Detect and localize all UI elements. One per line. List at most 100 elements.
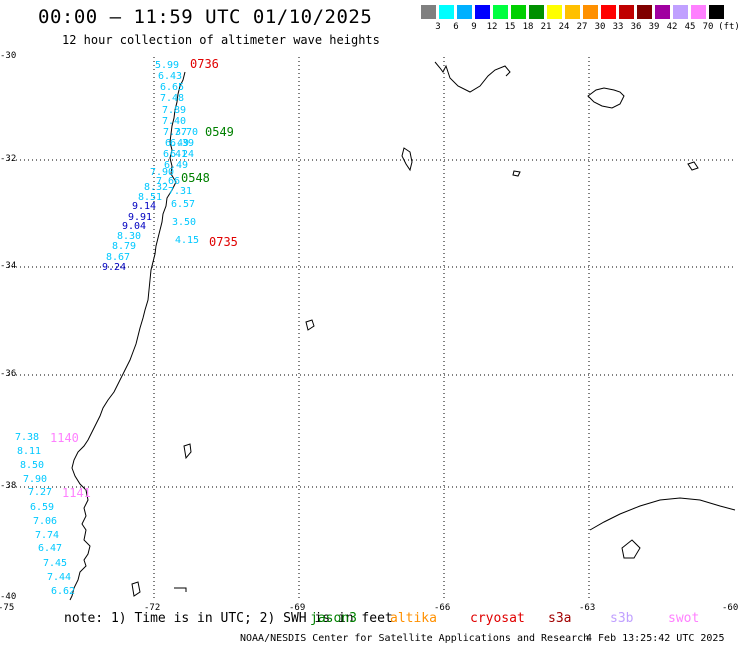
island — [621, 539, 641, 559]
wave-height-value: 8.50 — [20, 460, 45, 471]
legend-level: 42 — [666, 22, 678, 32]
wave-height-value: 7.90 — [23, 474, 48, 485]
lon-label: -60 — [722, 603, 739, 613]
wave-height-value: 6.65 — [160, 82, 185, 93]
legend-level: 9 — [471, 22, 477, 32]
legend-level: 33 — [612, 22, 624, 32]
wave-height-value: 6.62 — [51, 586, 76, 597]
legend-swatch — [637, 5, 652, 19]
legend-swatch — [457, 5, 472, 19]
island — [305, 319, 315, 331]
wave-height-value: 9.24 — [102, 262, 127, 273]
coastline-east — [587, 87, 625, 109]
wave-height-value: 7.40 — [162, 116, 187, 127]
track-time: 0548 — [181, 171, 210, 185]
wave-height-value: 8.32 — [144, 182, 169, 193]
wave-height-value: 8.67 — [106, 252, 131, 263]
legend-level: 30 — [594, 22, 606, 32]
wave-height-value: 8.79 — [112, 241, 137, 252]
timestamp: 4 Feb 13:25:42 UTC 2025 — [586, 633, 725, 644]
wave-height-value: 7.27 — [28, 487, 53, 498]
wave-height-value: 6.57 — [171, 199, 196, 210]
legend-swatch — [709, 5, 724, 19]
legend-swatch — [691, 5, 706, 19]
legend-level: 70 — [702, 22, 714, 32]
wave-height-value: 7.37 — [163, 127, 188, 138]
lon-label: -72 — [144, 603, 161, 613]
wave-height-value: 7.90 — [150, 167, 175, 178]
wave-height-value: 6.47 — [38, 543, 63, 554]
legend-level: 3 — [435, 22, 441, 32]
legend-level: 45 — [684, 22, 696, 32]
legend-swatch — [511, 5, 526, 19]
lat-label: -34 — [0, 261, 17, 271]
legend-swatch — [493, 5, 508, 19]
legend-swatch — [673, 5, 688, 19]
island — [401, 147, 413, 172]
track-time: 1141 — [62, 486, 91, 500]
credit-text: NOAA/NESDIS Center for Satellite Applica… — [240, 633, 590, 644]
wave-height-value: 8.30 — [117, 231, 142, 242]
island — [183, 443, 192, 460]
lon-label: -75 — [0, 603, 15, 613]
argentina-coastline-north — [434, 61, 511, 93]
track-time: 0735 — [209, 235, 238, 249]
legend-swatch — [547, 5, 562, 19]
legend-swatch — [529, 5, 544, 19]
grid-lines — [8, 57, 735, 600]
legend-level: 21 — [540, 22, 552, 32]
wave-height-value: 7.45 — [43, 558, 68, 569]
track-time: 1140 — [50, 431, 79, 445]
wave-height-value: 6.43 — [158, 71, 183, 82]
lat-label: -32 — [0, 154, 17, 164]
wave-height-value: 7.38 — [15, 432, 40, 443]
satellite-name: cryosat — [470, 611, 525, 626]
legend-level: 6 — [453, 22, 459, 32]
footer-note: note: 1) Time is in UTC; 2) SWH is in fe… — [64, 611, 393, 626]
legend-swatch — [421, 5, 436, 19]
legend-swatch — [565, 5, 580, 19]
satellite-name: s3b — [610, 611, 634, 626]
legend-level: 15 — [504, 22, 516, 32]
wave-height-value: 6.41 — [163, 149, 188, 160]
island — [131, 581, 141, 597]
wave-height-value: 9.04 — [122, 221, 147, 232]
wave-height-value: 8.51 — [138, 192, 163, 203]
legend-unit: (ft) — [718, 22, 740, 32]
island — [174, 587, 187, 592]
island — [512, 170, 521, 177]
satellite-name: s3a — [548, 611, 572, 626]
legend-level: 39 — [648, 22, 660, 32]
lon-label: -63 — [579, 603, 596, 613]
legend-level: 12 — [486, 22, 498, 32]
satellite-name: jason3 — [310, 611, 357, 626]
legend-level: 36 — [630, 22, 642, 32]
map-title: 00:00 – 11:59 UTC 01/10/2025 — [38, 6, 373, 28]
wave-height-value: 9.14 — [132, 201, 157, 212]
lat-label: -36 — [0, 369, 17, 379]
wave-height-value: 7.31 — [168, 186, 193, 197]
lat-label: -38 — [0, 481, 17, 491]
satellite-name: swot — [668, 611, 700, 626]
wave-height-value: 7.70 — [174, 127, 199, 138]
legend-level: 24 — [558, 22, 570, 32]
wave-height-value: 6.49 — [165, 138, 190, 149]
lon-label: -69 — [289, 603, 306, 613]
legend-swatch — [583, 5, 598, 19]
track-time: 0549 — [205, 125, 234, 139]
wave-height-value: 7.74 — [35, 530, 60, 541]
legend-swatch — [475, 5, 490, 19]
track-time: 0736 — [190, 57, 219, 71]
wave-height-value: 7.48 — [160, 93, 185, 104]
legend-swatch — [619, 5, 634, 19]
lat-label: -40 — [0, 592, 17, 602]
wave-height-value: 5.99 — [155, 60, 180, 71]
wave-height-value: 7.66 — [156, 176, 181, 187]
chile-coastline — [69, 71, 186, 601]
lon-label: -66 — [434, 603, 451, 613]
legend-swatch — [601, 5, 616, 19]
wave-height-value: 3.50 — [172, 217, 197, 228]
wave-height-value: 7.89 — [162, 105, 187, 116]
wave-height-value: 8.11 — [17, 446, 42, 457]
